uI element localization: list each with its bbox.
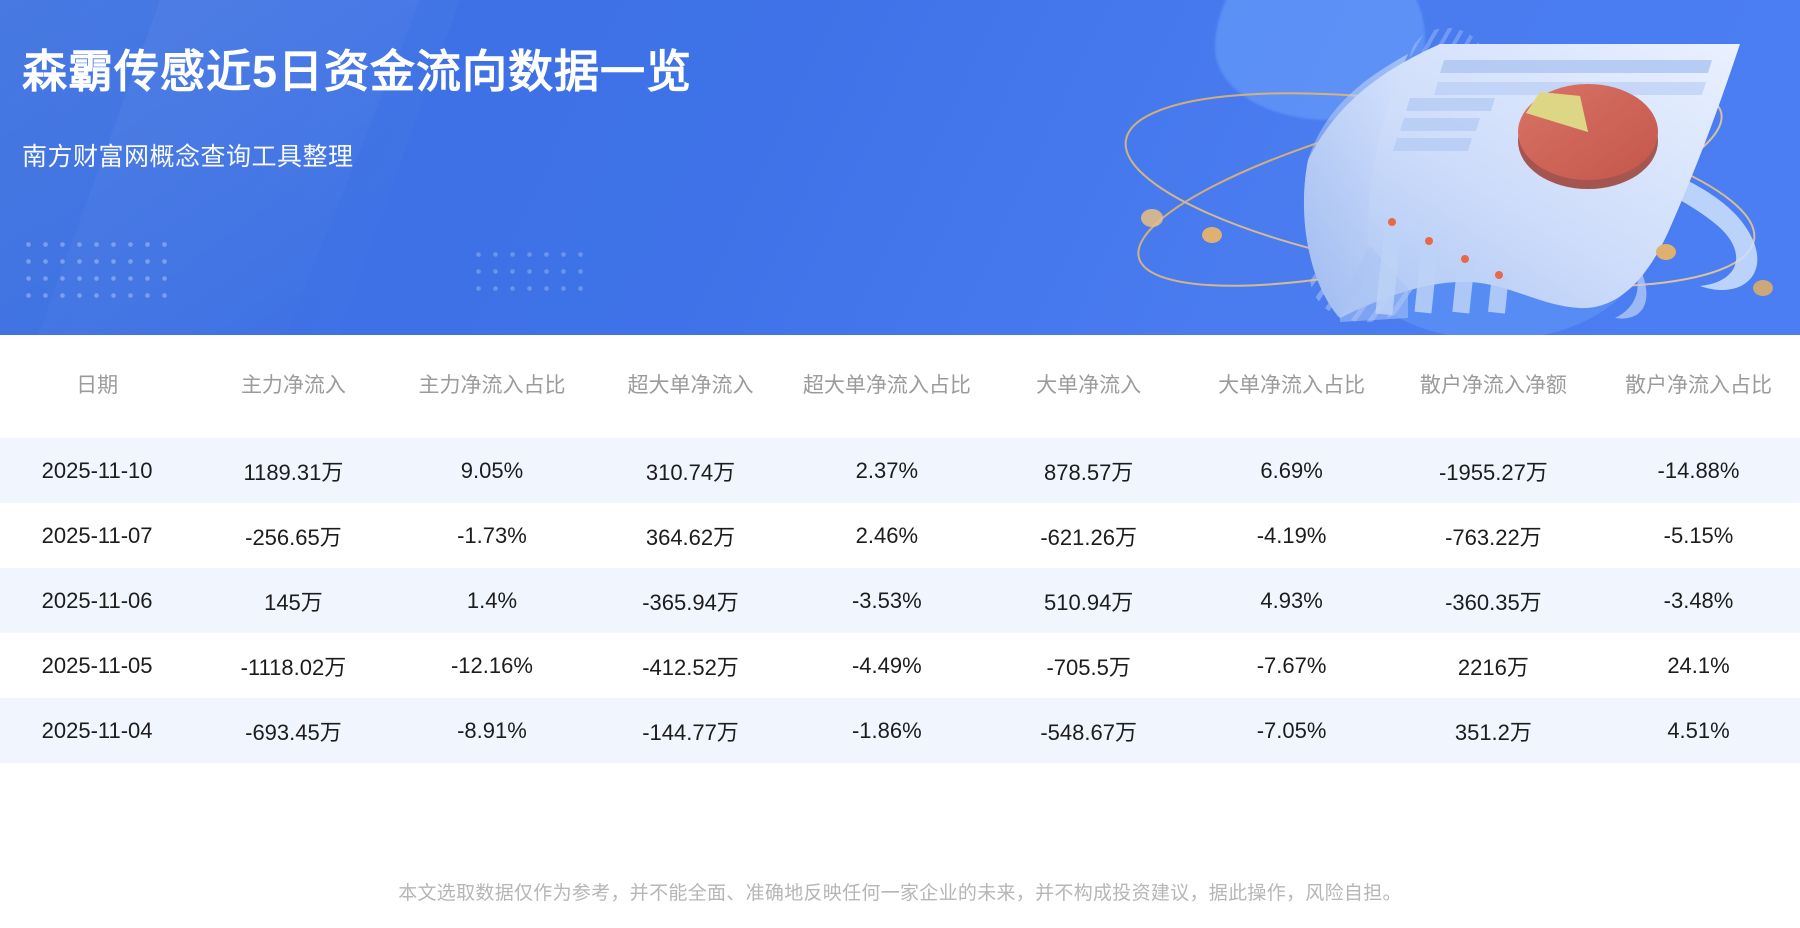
cell-main-net: -256.65万 — [245, 524, 342, 550]
cell-date: 2025-11-07 — [41, 522, 153, 548]
cell-large-net-pct: 6.69% — [1260, 457, 1323, 483]
column-header-retail-net-pct: 散户净流入占比 — [1625, 374, 1772, 398]
paper-main-shade — [1303, 54, 1408, 318]
bar-chart-graphic — [1340, 218, 1509, 322]
banner-dot-pattern-left — [20, 236, 170, 306]
column-header-retail-net: 散户净流入净额 — [1419, 374, 1567, 398]
cell-retail-net: -360.35万 — [1445, 589, 1542, 615]
column-header-main-net-pct: 主力净流入占比 — [418, 374, 566, 398]
table-row: 2025-11-10 1189.31万 9.05% 310.74万 2.37% … — [0, 438, 1800, 503]
cell-xl-net: 310.74万 — [645, 459, 736, 485]
page-title: 森霸传感近5日资金流向数据一览 — [22, 46, 693, 97]
column-header-large-net-pct: 大单净流入占比 — [1218, 374, 1366, 398]
report-document-illustration — [1124, 44, 1773, 322]
cell-retail-net: 351.2万 — [1454, 719, 1532, 745]
cell-xl-net-pct: -1.86% — [851, 717, 922, 743]
cell-date: 2025-11-06 — [41, 587, 153, 613]
cell-xl-net-pct: -4.49% — [851, 652, 922, 678]
table-row: 2025-11-06 145万 1.4% -365.94万 -3.53% 510… — [0, 568, 1800, 633]
cell-retail-net: -763.22万 — [1445, 524, 1542, 550]
cell-date: 2025-11-05 — [41, 652, 153, 678]
cell-xl-net: -412.52万 — [642, 654, 739, 680]
cell-retail-net: -1955.27万 — [1438, 459, 1548, 485]
cell-retail-net-pct: 24.1% — [1667, 652, 1730, 678]
page-subtitle: 南方财富网概念查询工具整理 — [22, 142, 354, 171]
cell-large-net-pct: 4.93% — [1260, 587, 1323, 613]
cell-retail-net: 2216万 — [1457, 654, 1529, 680]
cell-large-net: -548.67万 — [1040, 719, 1137, 745]
cell-date: 2025-11-04 — [41, 717, 153, 743]
banner-text-block: 森霸传感近5日资金流向数据一览 南方财富网概念查询工具整理 — [22, 46, 692, 173]
table-row: 2025-11-05 -1118.02万 -12.16% -412.52万 -4… — [0, 633, 1800, 698]
cell-main-net: 1189.31万 — [243, 459, 344, 485]
cell-retail-net-pct: -14.88% — [1657, 457, 1740, 483]
page-footer: 本文选取数据仅作为参考，并不能全面、准确地反映任何一家企业的未来，并不构成投资建… — [0, 855, 1800, 928]
column-header-xl-net: 超大单净流入 — [627, 374, 754, 398]
table-header-row: 日期 主力净流入 主力净流入占比 超大单净流入 超大单净流入占比 大单净流入 大… — [0, 335, 1800, 438]
cell-main-net: 145万 — [264, 589, 323, 615]
cell-xl-net-pct: 2.46% — [855, 522, 919, 548]
cell-main-net-pct: 9.05% — [460, 457, 524, 483]
column-header-date: 日期 — [76, 374, 119, 398]
cell-retail-net-pct: -5.15% — [1663, 522, 1734, 548]
cell-xl-net: -365.94万 — [642, 589, 739, 615]
cell-large-net: 510.94万 — [1044, 589, 1134, 615]
cell-main-net-pct: -12.16% — [450, 652, 533, 678]
column-header-xl-net-pct: 超大单净流入占比 — [802, 374, 971, 398]
cell-main-net-pct: -8.91% — [457, 717, 527, 743]
cell-large-net-pct: -4.19% — [1256, 522, 1327, 548]
cell-main-net: -1118.02万 — [240, 654, 347, 680]
cell-large-net-pct: -7.05% — [1256, 717, 1327, 743]
cell-main-net-pct: 1.4% — [466, 587, 518, 613]
column-header-large-net: 大单净流入 — [1036, 374, 1142, 398]
cell-retail-net-pct: -3.48% — [1663, 587, 1734, 613]
cell-large-net: 878.57万 — [1044, 459, 1134, 485]
cell-date: 2025-11-10 — [41, 457, 153, 483]
cell-main-net-pct: -1.73% — [457, 522, 527, 548]
cell-xl-net-pct: -3.53% — [851, 587, 922, 613]
disclaimer-text: 本文选取数据仅作为参考，并不能全面、准确地反映任何一家企业的未来，并不构成投资建… — [398, 883, 1402, 904]
cell-large-net-pct: -7.67% — [1256, 652, 1327, 678]
cell-large-net: -705.5万 — [1046, 654, 1131, 680]
pie-chart-graphic — [1518, 84, 1658, 189]
banner-dot-pattern-middle — [470, 246, 590, 302]
fund-flow-table: 日期 主力净流入 主力净流入占比 超大单净流入 超大单净流入占比 大单净流入 大… — [0, 335, 1800, 763]
page-banner: 森霸传感近5日资金流向数据一览 南方财富网概念查询工具整理 — [0, 0, 1800, 335]
cell-retail-net-pct: 4.51% — [1667, 717, 1730, 743]
orbit-beads — [1141, 209, 1773, 296]
cell-large-net: -621.26万 — [1040, 524, 1137, 550]
cell-xl-net: 364.62万 — [645, 524, 736, 550]
fund-flow-table-section: 南方财富网 Southmoney.com 日期 主力净流入 主力净流入占比 超大… — [0, 335, 1800, 855]
table-row: 2025-11-04 -693.45万 -8.91% -144.77万 -1.8… — [0, 698, 1800, 763]
table-row: 2025-11-07 -256.65万 -1.73% 364.62万 2.46%… — [0, 503, 1800, 568]
cell-xl-net-pct: 2.37% — [855, 457, 919, 483]
cell-main-net: -693.45万 — [245, 719, 342, 745]
cell-xl-net: -144.77万 — [642, 719, 739, 745]
column-header-main-net: 主力净流入 — [240, 374, 346, 398]
